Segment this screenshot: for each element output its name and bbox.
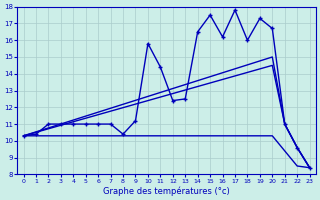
X-axis label: Graphe des températures (°c): Graphe des températures (°c) (103, 186, 230, 196)
